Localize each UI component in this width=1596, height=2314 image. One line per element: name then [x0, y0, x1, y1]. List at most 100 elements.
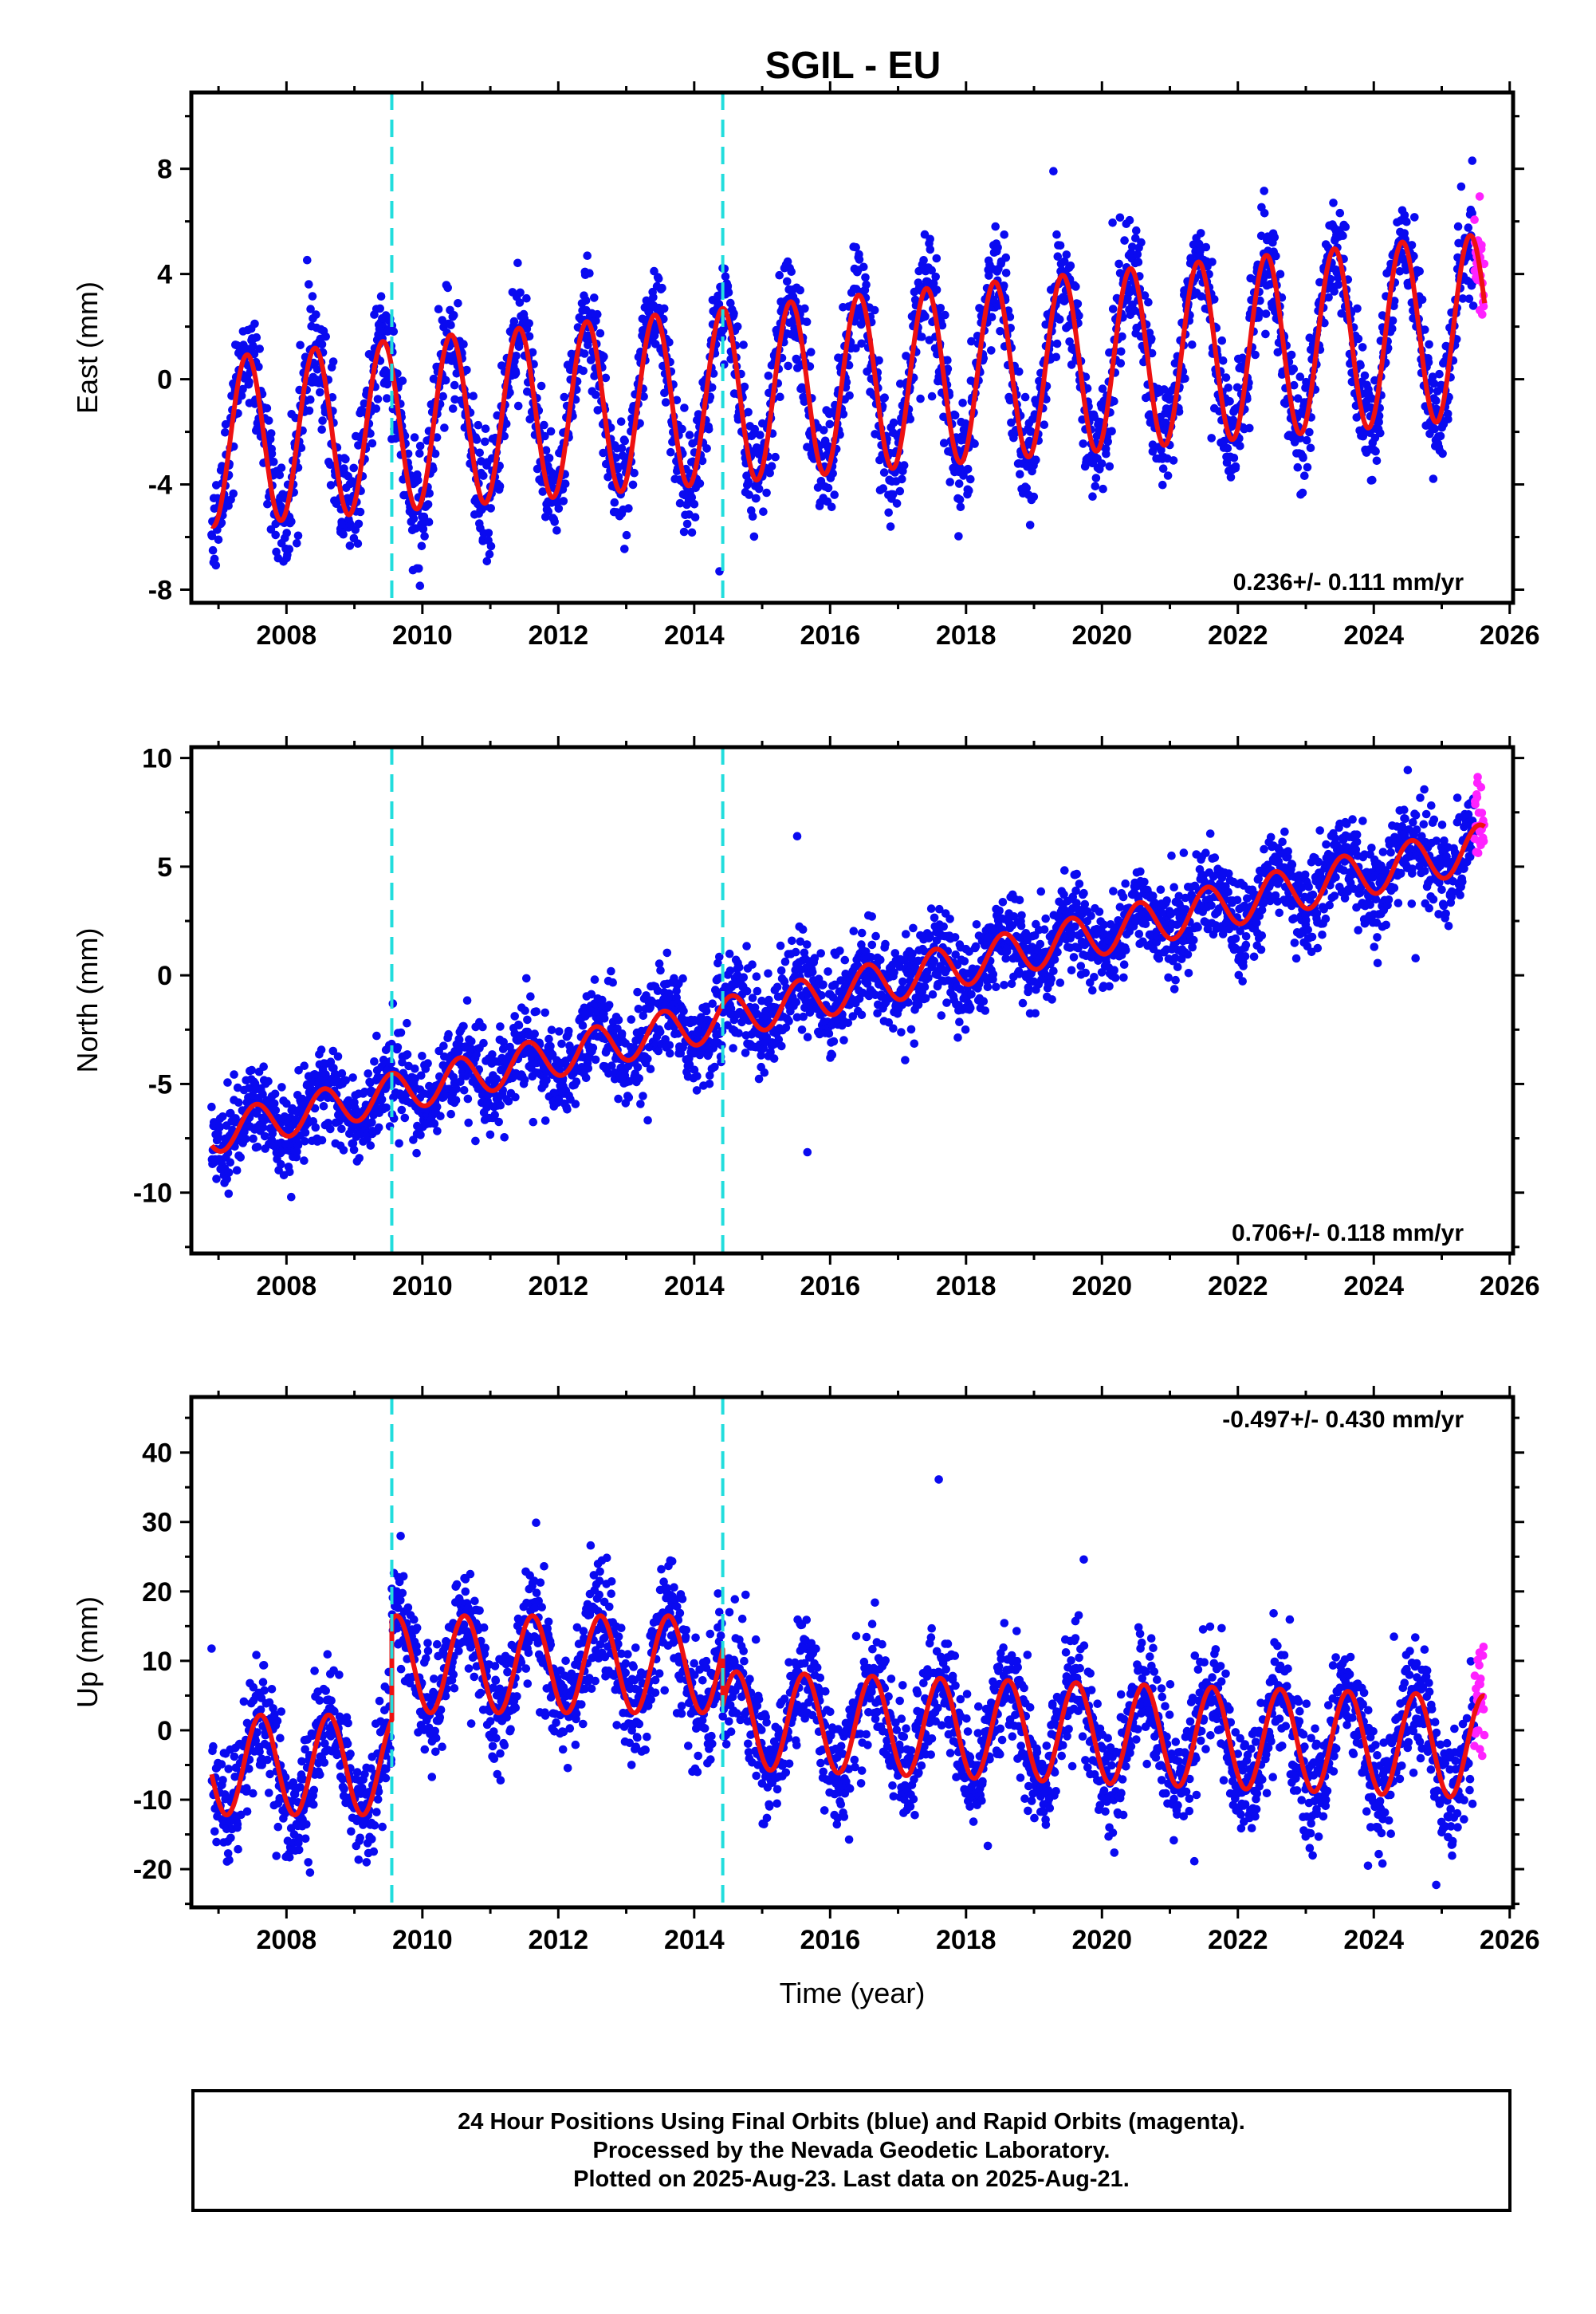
final-point [306, 395, 315, 404]
final-point [902, 930, 910, 939]
final-point [661, 398, 670, 407]
final-point [467, 1037, 476, 1046]
final-point [659, 304, 669, 313]
final-point [1148, 447, 1158, 456]
final-point [610, 498, 619, 507]
final-point [987, 346, 996, 355]
final-point [282, 529, 292, 537]
final-point [207, 1102, 216, 1112]
final-point [675, 498, 685, 508]
final-point [1107, 427, 1116, 436]
final-point [918, 333, 926, 341]
final-point [1114, 259, 1123, 269]
final-point [1059, 257, 1069, 266]
final-point [259, 1062, 269, 1071]
final-point [601, 373, 611, 383]
east-x-tick-label: 2018 [936, 620, 997, 651]
final-point [471, 1136, 480, 1146]
final-point [238, 384, 247, 394]
final-point [956, 502, 965, 512]
final-point [880, 393, 889, 403]
final-point [1432, 396, 1441, 405]
east-x-tick-label: 2008 [257, 620, 317, 651]
final-point [1371, 447, 1380, 456]
final-point [742, 942, 751, 950]
final-point [1229, 454, 1239, 462]
final-point [505, 388, 514, 397]
final-point [713, 292, 723, 301]
final-point [855, 255, 864, 264]
final-point [414, 475, 423, 485]
final-point [376, 292, 386, 301]
final-point [306, 305, 315, 313]
final-point [317, 1135, 327, 1145]
final-point [954, 532, 963, 541]
final-point [492, 1074, 501, 1084]
final-point [748, 994, 757, 1002]
final-point [704, 425, 713, 434]
final-point [354, 519, 364, 529]
final-point [436, 1112, 445, 1120]
final-point [337, 520, 347, 529]
final-point [870, 305, 879, 315]
final-point [584, 340, 592, 350]
final-point [680, 403, 689, 412]
final-point [522, 293, 531, 303]
final-point [1287, 350, 1296, 360]
final-point [418, 1052, 427, 1061]
final-point [862, 280, 871, 289]
final-point [665, 338, 674, 347]
final-point [745, 490, 753, 499]
final-point [820, 426, 828, 435]
final-point [544, 454, 554, 462]
final-point [496, 1022, 505, 1031]
east-rate-label: 0.236+/- 0.111 mm/yr [1233, 569, 1464, 596]
final-point [839, 1036, 848, 1045]
final-point [547, 1025, 556, 1034]
final-point [630, 468, 639, 478]
final-point [721, 272, 730, 281]
final-point [1103, 437, 1112, 447]
final-point [791, 947, 800, 957]
final-point [1388, 324, 1397, 333]
final-point [867, 912, 876, 921]
final-point [754, 484, 764, 494]
east-y-axis-label: East (mm) [71, 281, 104, 414]
final-point [995, 906, 1004, 915]
final-point [226, 1158, 235, 1167]
final-point [252, 333, 261, 342]
final-point [941, 310, 949, 320]
final-point [792, 998, 801, 1007]
final-point [1261, 329, 1270, 339]
final-point [224, 1168, 234, 1177]
final-point [906, 1025, 916, 1034]
final-point [1464, 223, 1473, 232]
final-point [927, 392, 937, 401]
final-point [485, 549, 494, 559]
final-point [1444, 415, 1453, 423]
final-point [744, 477, 753, 486]
final-point [1260, 187, 1268, 195]
final-point [802, 317, 812, 327]
final-point [1001, 253, 1011, 262]
final-point [993, 243, 1002, 252]
final-point [541, 1008, 549, 1017]
final-point [992, 982, 1000, 992]
final-point [1429, 474, 1438, 483]
final-point [1131, 234, 1140, 243]
east-y-tick-label: 8 [157, 155, 172, 185]
final-point [633, 1063, 643, 1072]
final-point [744, 407, 753, 417]
final-point [1390, 76, 1398, 85]
final-point [996, 327, 1004, 336]
final-point [410, 433, 419, 442]
final-point [798, 925, 808, 934]
final-point [311, 1123, 320, 1132]
final-point [305, 406, 314, 415]
final-point [596, 329, 605, 338]
final-point [607, 966, 615, 976]
final-point [528, 348, 537, 357]
final-point [748, 512, 757, 521]
final-point [317, 425, 327, 434]
